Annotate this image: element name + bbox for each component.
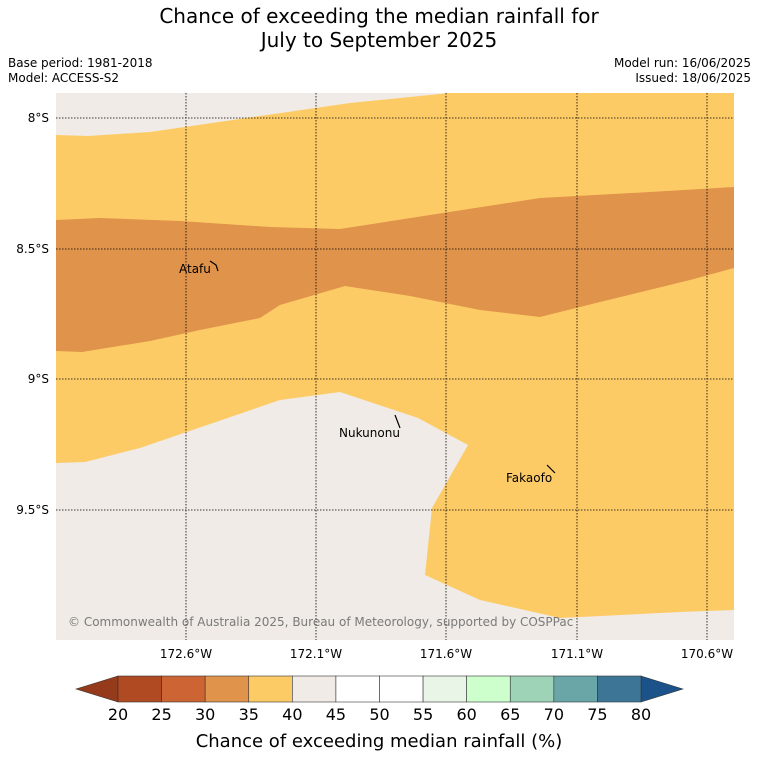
colorbar-tick-35: 35 — [239, 705, 259, 724]
base-period: Base period: 1981-2018 — [8, 56, 153, 70]
colorbar-tick-25: 25 — [151, 705, 171, 724]
colorbar-segment-20-25 — [117, 675, 162, 703]
nukunonu-marker — [394, 414, 401, 429]
colorbar-tick-70: 70 — [544, 705, 564, 724]
fakaofo-label: Fakaofo — [506, 471, 552, 485]
colorbar-title: Chance of exceeding median rainfall (%) — [196, 731, 563, 752]
colorbar-tick-40: 40 — [282, 705, 302, 724]
lat-label-8: 8°S — [28, 111, 49, 125]
lon-label-170-6: 170.6°W — [681, 647, 733, 661]
colorbar-tick-65: 65 — [500, 705, 520, 724]
lat-label-8-5: 8.5°S — [16, 242, 49, 256]
colorbar-tick-45: 45 — [326, 705, 346, 724]
chart-title: Chance of exceeding the median rainfall … — [0, 4, 758, 52]
atafu-label: Atafu — [179, 262, 211, 276]
model-run: Model run: 16/06/2025 — [613, 56, 751, 70]
issued-date: Issued: 18/06/2025 — [635, 71, 751, 85]
colorbar-segment-70-75 — [553, 675, 598, 703]
colorbar-tick-20: 20 — [108, 705, 128, 724]
copyright-notice: © Commonwealth of Australia 2025, Bureau… — [68, 615, 573, 629]
colorbar: 20 25 30 35 40 45 50 55 60 65 70 75 80 — [74, 675, 685, 724]
colorbar-segment-35-40 — [248, 675, 293, 703]
colorbar-tick-30: 30 — [195, 705, 215, 724]
colorbar-segment-25-30 — [161, 675, 206, 703]
title-line-1: Chance of exceeding the median rainfall … — [159, 4, 599, 28]
graticule — [56, 93, 734, 640]
lon-label-171-1: 171.1°W — [551, 647, 603, 661]
lat-label-9: 9°S — [28, 372, 49, 386]
atafu-marker — [209, 260, 219, 272]
meta-left: Base period: 1981-2018 Model: ACCESS-S2 — [8, 56, 153, 86]
model-name: Model: ACCESS-S2 — [8, 71, 120, 85]
colorbar-tick-60: 60 — [456, 705, 476, 724]
lon-label-172-6: 172.6°W — [160, 647, 212, 661]
colorbar-segment-65-70 — [509, 675, 555, 703]
colorbar-tick-80: 80 — [631, 705, 651, 724]
title-line-2: July to September 2025 — [260, 28, 498, 52]
colorbar-tick-55: 55 — [413, 705, 433, 724]
meta-right: Model run: 16/06/2025 Issued: 18/06/2025 — [614, 56, 751, 86]
colorbar-over-extension — [640, 675, 685, 703]
colorbar-segment-50-55 — [379, 675, 424, 703]
colorbar-under-extension — [74, 675, 119, 703]
lon-label-171-6: 171.6°W — [420, 647, 472, 661]
colorbar-tick-50: 50 — [369, 705, 389, 724]
colorbar-segment-55-60 — [422, 675, 467, 703]
colorbar-segment-45-50 — [335, 675, 380, 703]
colorbar-tick-75: 75 — [587, 705, 607, 724]
nukunonu-label: Nukunonu — [339, 426, 400, 440]
lat-label-9-5: 9.5°S — [16, 503, 49, 517]
colorbar-segment-75-80 — [597, 675, 642, 703]
band-30-35 — [56, 187, 734, 352]
colorbar-segment-60-65 — [466, 675, 511, 703]
colorbar-segment-30-35 — [204, 675, 250, 703]
colorbar-segment-40-45 — [292, 675, 337, 703]
lon-label-172-1: 172.1°W — [290, 647, 342, 661]
fakaofo-marker — [546, 464, 556, 474]
